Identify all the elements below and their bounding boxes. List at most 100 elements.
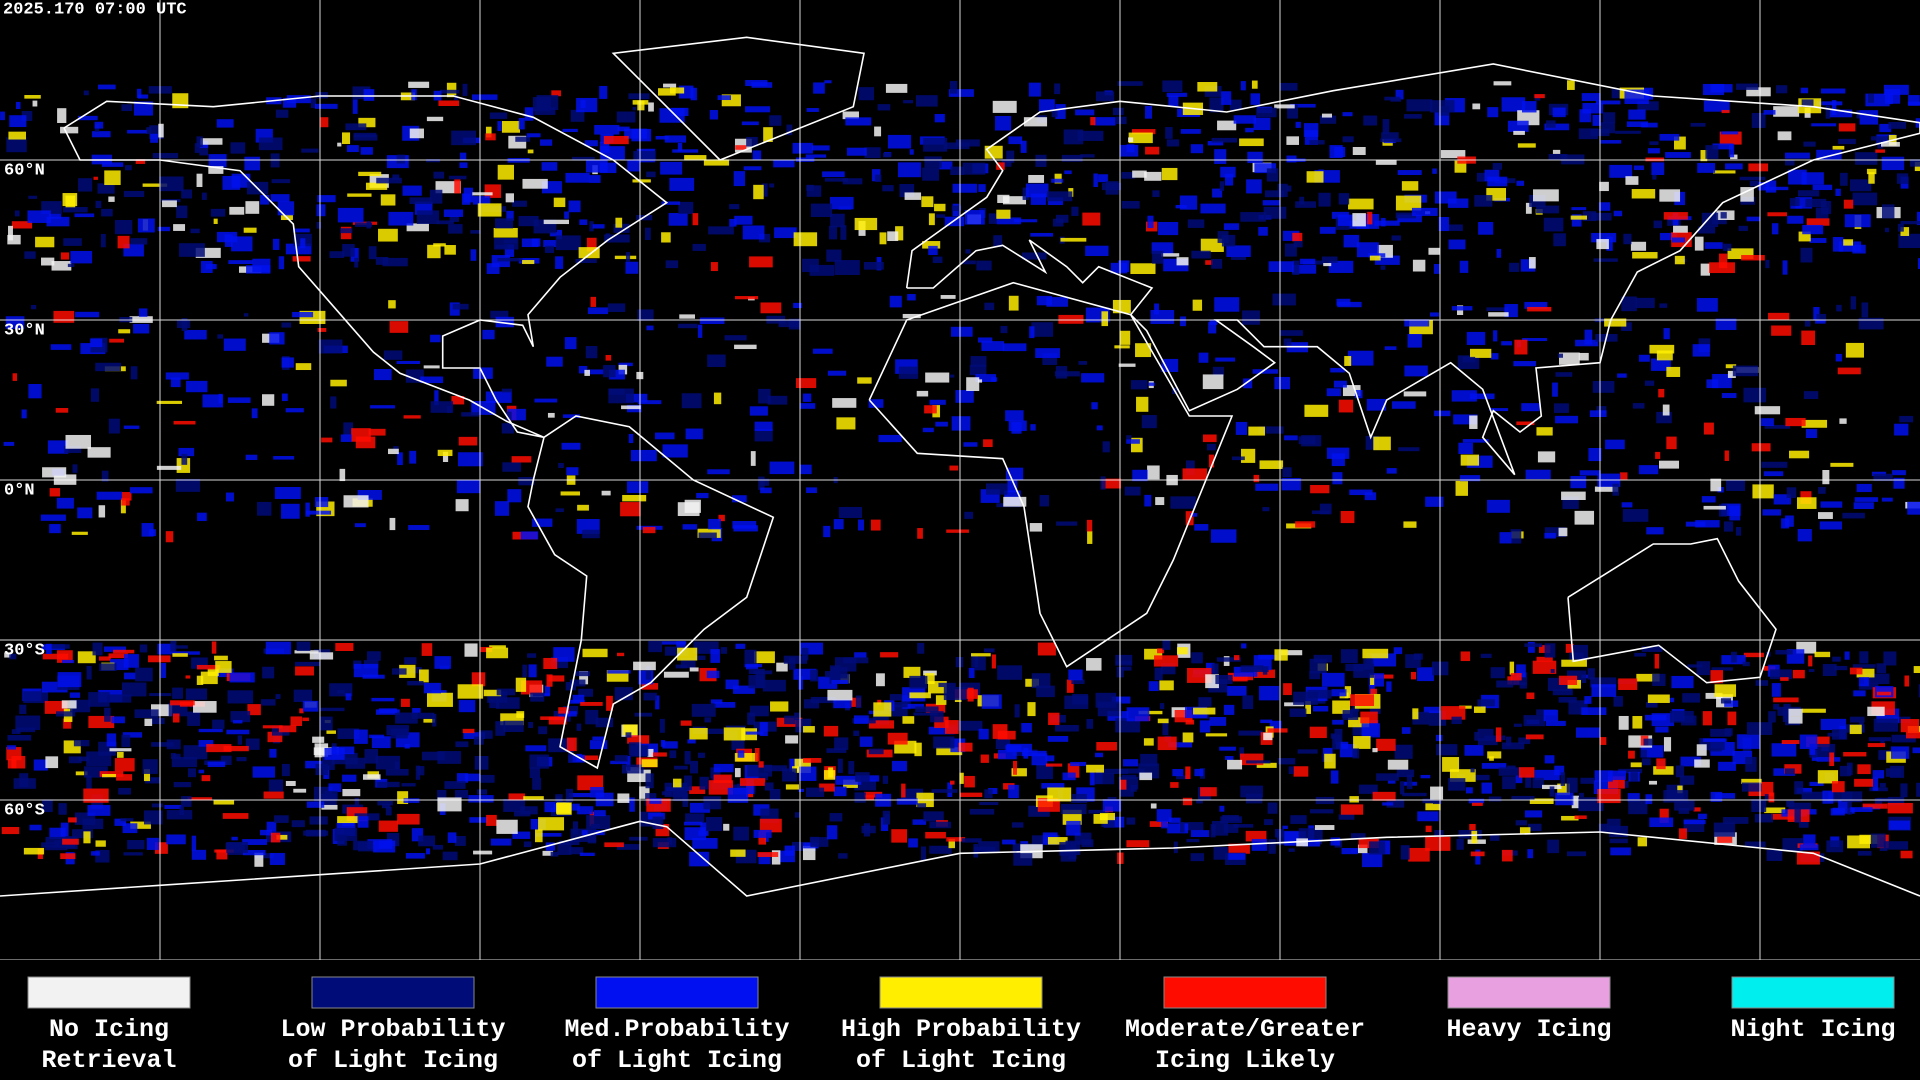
icing-patch bbox=[1847, 762, 1853, 776]
icing-patch bbox=[522, 260, 535, 265]
icing-patch bbox=[1609, 838, 1628, 844]
icing-patch bbox=[823, 725, 839, 737]
icing-patch bbox=[1103, 768, 1129, 774]
icing-patch bbox=[1205, 260, 1214, 265]
icing-patch bbox=[1374, 220, 1400, 226]
icing-patch bbox=[444, 245, 456, 255]
icing-patch bbox=[1309, 658, 1327, 674]
icing-patch bbox=[925, 372, 950, 383]
icing-patch bbox=[1179, 822, 1185, 833]
icing-patch bbox=[376, 781, 400, 788]
icing-patch bbox=[1245, 127, 1254, 133]
icing-patch bbox=[1630, 241, 1647, 251]
icing-patch bbox=[1838, 138, 1856, 145]
icing-patch bbox=[1366, 398, 1387, 411]
icing-patch bbox=[278, 256, 285, 270]
icing-patch bbox=[1314, 825, 1335, 830]
icing-patch bbox=[1430, 312, 1439, 317]
icing-patch bbox=[1027, 702, 1036, 717]
icing-patch bbox=[1741, 255, 1765, 261]
icing-patch bbox=[739, 778, 766, 786]
icing-patch bbox=[1382, 119, 1390, 134]
icing-patch bbox=[732, 521, 757, 529]
icing-patch bbox=[1025, 183, 1049, 198]
icing-patch bbox=[744, 649, 757, 665]
icing-patch bbox=[1816, 101, 1843, 106]
icing-patch bbox=[78, 178, 93, 192]
icing-patch bbox=[461, 412, 480, 417]
icing-patch bbox=[202, 394, 223, 408]
icing-patch bbox=[1850, 807, 1873, 812]
icing-patch bbox=[296, 641, 311, 651]
icing-patch bbox=[1066, 679, 1074, 693]
legend-label: High Probability bbox=[841, 1015, 1081, 1044]
icing-patch bbox=[1741, 782, 1762, 792]
icing-patch bbox=[708, 780, 733, 795]
icing-patch bbox=[1152, 190, 1160, 198]
icing-patch bbox=[1159, 703, 1165, 710]
icing-patch bbox=[1815, 207, 1829, 220]
icing-patch bbox=[1352, 146, 1366, 155]
icing-patch bbox=[142, 183, 168, 187]
icing-patch bbox=[917, 803, 927, 808]
icing-patch bbox=[1055, 724, 1079, 732]
icing-patch bbox=[1310, 485, 1330, 494]
icing-patch bbox=[411, 712, 435, 719]
icing-patch bbox=[139, 644, 148, 653]
icing-patch bbox=[892, 701, 908, 708]
icing-patch bbox=[950, 780, 955, 785]
icing-patch bbox=[420, 376, 444, 384]
icing-patch bbox=[19, 704, 27, 715]
icing-patch bbox=[1068, 669, 1083, 681]
icing-patch bbox=[146, 127, 152, 135]
icing-patch bbox=[550, 851, 559, 857]
icing-patch bbox=[1601, 122, 1615, 134]
icing-patch bbox=[1368, 253, 1386, 258]
icing-patch bbox=[648, 640, 663, 653]
icing-patch bbox=[316, 204, 326, 217]
icing-patch bbox=[1425, 803, 1441, 811]
icing-patch bbox=[1806, 218, 1830, 226]
icing-patch bbox=[675, 664, 688, 669]
icing-patch bbox=[201, 775, 211, 782]
icing-patch bbox=[1141, 415, 1157, 429]
icing-patch bbox=[451, 396, 465, 405]
icing-patch bbox=[875, 673, 885, 687]
icing-patch bbox=[1762, 509, 1782, 516]
icing-patch bbox=[1200, 203, 1226, 214]
icing-patch bbox=[266, 821, 277, 836]
icing-patch bbox=[1222, 815, 1239, 821]
icing-patch bbox=[723, 727, 746, 741]
icing-patch bbox=[133, 101, 153, 116]
icing-patch bbox=[1615, 130, 1641, 134]
icing-patch bbox=[1906, 731, 1920, 739]
icing-patch bbox=[909, 675, 928, 689]
icing-patch bbox=[337, 142, 342, 147]
icing-patch bbox=[1653, 220, 1662, 229]
icing-patch bbox=[72, 464, 78, 473]
icing-patch bbox=[627, 160, 640, 172]
icing-patch bbox=[1280, 330, 1303, 336]
icing-patch bbox=[570, 109, 585, 122]
icing-patch bbox=[812, 348, 833, 354]
icing-patch bbox=[696, 492, 709, 499]
icing-patch bbox=[262, 394, 275, 406]
icing-patch bbox=[1628, 799, 1648, 815]
icing-patch bbox=[1888, 122, 1907, 129]
icing-patch bbox=[469, 817, 488, 823]
icing-patch bbox=[49, 488, 61, 497]
icing-patch bbox=[662, 741, 678, 749]
icing-patch bbox=[748, 668, 765, 675]
icing-patch bbox=[114, 818, 127, 826]
icing-patch bbox=[877, 104, 891, 111]
icing-patch bbox=[672, 149, 699, 153]
icing-patch bbox=[437, 797, 462, 812]
icing-patch bbox=[1891, 734, 1916, 743]
icing-patch bbox=[1397, 214, 1422, 223]
icing-patch bbox=[207, 761, 226, 768]
icing-patch bbox=[1805, 809, 1817, 815]
icing-patch bbox=[569, 679, 586, 687]
icing-patch bbox=[1803, 141, 1816, 147]
icing-patch bbox=[606, 695, 613, 711]
icing-patch bbox=[902, 313, 921, 319]
